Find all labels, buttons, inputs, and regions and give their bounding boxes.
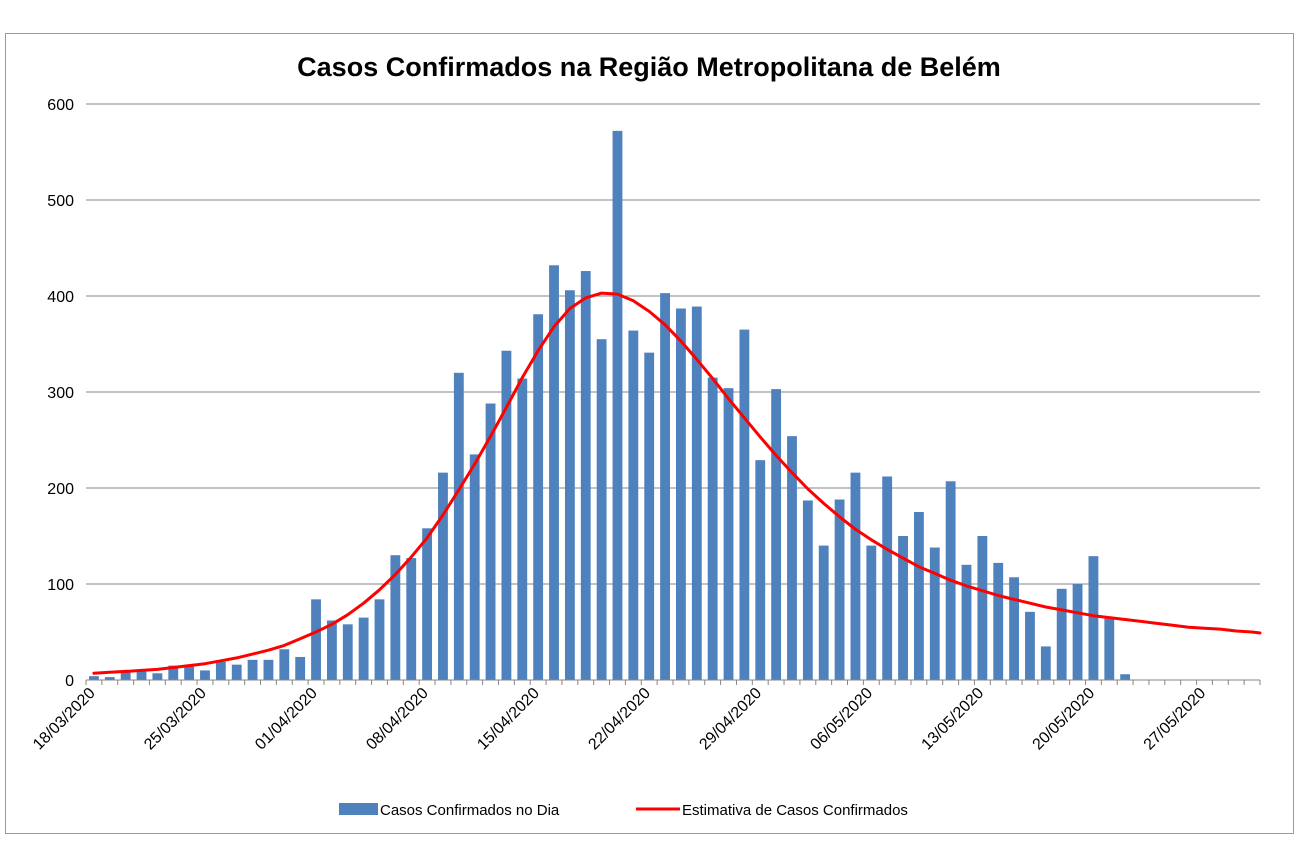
- chart-canvas: Casos Confirmados na Região Metropolitan…: [30, 52, 1262, 819]
- bar: [390, 555, 401, 680]
- bar: [1088, 556, 1099, 680]
- bar: [866, 545, 877, 680]
- bar: [215, 661, 226, 680]
- x-tick-label: 25/03/2020: [141, 685, 210, 754]
- x-tick-label: 29/04/2020: [696, 685, 765, 754]
- bar: [469, 454, 480, 680]
- bar: [644, 352, 655, 680]
- bar: [787, 436, 797, 680]
- bar: [374, 599, 385, 680]
- bar: [549, 265, 559, 680]
- bar: [168, 665, 179, 680]
- bar: [533, 314, 544, 680]
- bar: [326, 620, 337, 680]
- bar: [89, 676, 99, 680]
- bar: [152, 673, 163, 680]
- bar: [453, 372, 464, 680]
- bar: [136, 670, 147, 680]
- bar: [707, 377, 718, 680]
- legend-label-line: Estimativa de Casos Confirmados: [682, 802, 908, 819]
- bar: [580, 271, 591, 680]
- x-tick-label: 13/05/2020: [919, 685, 988, 754]
- y-tick-label: 100: [47, 577, 74, 594]
- bar: [1025, 611, 1035, 680]
- bar-series: [89, 130, 1131, 680]
- bar: [485, 403, 496, 680]
- bar: [723, 388, 734, 680]
- x-tick-label: 22/04/2020: [585, 685, 654, 754]
- y-tick-label: 500: [47, 193, 74, 210]
- bar: [1120, 674, 1131, 680]
- bar: [818, 545, 829, 680]
- bar: [184, 664, 195, 680]
- bar: [691, 306, 702, 680]
- bar: [961, 564, 972, 680]
- y-tick-label: 400: [47, 289, 74, 306]
- bar: [628, 330, 639, 680]
- y-tick-label: 200: [47, 481, 74, 498]
- bar: [104, 677, 115, 680]
- x-tick-label: 18/03/2020: [30, 685, 99, 754]
- bar: [993, 562, 1004, 680]
- x-tick-label: 15/04/2020: [474, 685, 543, 754]
- y-tick-label: 0: [65, 673, 74, 690]
- bar: [850, 472, 861, 680]
- y-tick-label: 300: [47, 385, 74, 402]
- bar: [1104, 618, 1115, 680]
- chart-title: Casos Confirmados na Região Metropolitan…: [297, 52, 1001, 82]
- bar: [120, 672, 131, 680]
- estimate-line: [92, 291, 1262, 675]
- x-tick-label: 20/05/2020: [1030, 685, 1099, 754]
- bar: [311, 599, 321, 680]
- bar: [1056, 588, 1067, 680]
- bar: [898, 536, 908, 680]
- bar: [342, 624, 353, 680]
- bar: [929, 547, 940, 680]
- bar: [834, 499, 845, 680]
- bar: [231, 664, 242, 680]
- bar: [422, 528, 433, 680]
- bar: [1040, 646, 1051, 680]
- legend-label-bars: Casos Confirmados no Dia: [380, 802, 560, 819]
- bar: [1009, 577, 1020, 680]
- y-tick-label: 600: [47, 97, 74, 114]
- bar: [247, 659, 258, 680]
- x-tick-label: 27/05/2020: [1141, 685, 1210, 754]
- x-tick-label: 08/04/2020: [363, 685, 432, 754]
- chart-frame: Casos Confirmados na Região Metropolitan…: [5, 33, 1294, 834]
- x-tick-label: 01/04/2020: [252, 685, 321, 754]
- bar: [358, 617, 369, 680]
- bar: [564, 290, 575, 680]
- bar: [771, 389, 782, 680]
- bar: [802, 500, 813, 680]
- line-series: [92, 291, 1262, 675]
- bar: [406, 558, 417, 680]
- x-tick-label: 06/05/2020: [807, 685, 876, 754]
- bar: [263, 659, 274, 680]
- bar: [882, 476, 893, 680]
- bar: [739, 329, 750, 680]
- bar: [596, 339, 607, 680]
- bar: [295, 656, 306, 680]
- bar: [755, 460, 766, 680]
- bar: [279, 649, 290, 680]
- bar: [660, 293, 670, 680]
- bar: [913, 512, 924, 680]
- bar: [676, 308, 686, 680]
- gridlines: [86, 103, 1260, 585]
- bar: [501, 350, 512, 680]
- bar: [517, 378, 528, 680]
- legend: Casos Confirmados no Dia Estimativa de C…: [339, 802, 908, 819]
- legend-swatch-bars: [339, 803, 378, 815]
- bar: [438, 472, 448, 680]
- bar: [1072, 584, 1083, 680]
- bar: [200, 670, 210, 680]
- bar: [977, 536, 988, 680]
- bar: [612, 130, 623, 680]
